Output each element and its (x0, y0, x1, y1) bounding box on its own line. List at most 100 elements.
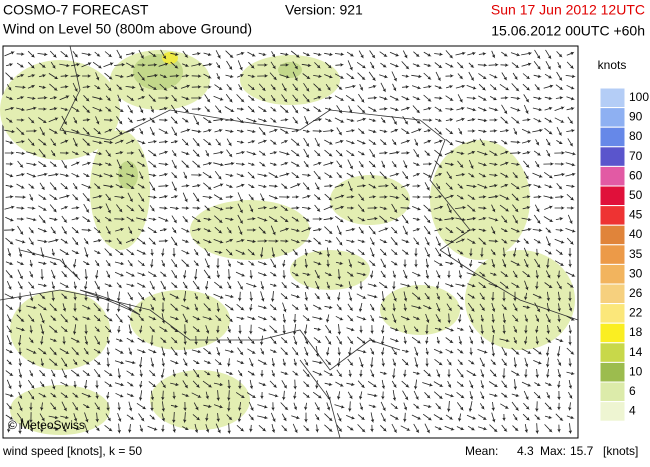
wind-arrow (114, 195, 125, 199)
wind-arrow (324, 74, 334, 79)
wind-arrow (27, 248, 36, 256)
wind-arrow (357, 249, 366, 256)
wind-arrow (567, 138, 574, 147)
wind-arrow (18, 423, 22, 435)
wind-arrow (555, 96, 564, 100)
wind-arrow (435, 247, 442, 258)
wind-arrow (117, 423, 121, 434)
wind-arrow (37, 283, 48, 288)
wind-arrow (324, 96, 333, 100)
wind-arrow (115, 151, 124, 155)
wind-arrow (18, 302, 22, 314)
version: Version: 921 (285, 2, 363, 18)
wind-arrow (161, 401, 165, 413)
wind-arrow (126, 95, 135, 101)
wind-arrow (546, 149, 551, 158)
wind-arrow (268, 239, 280, 243)
wind-arrow (521, 62, 532, 67)
wind-arrow (116, 84, 123, 91)
wind-arrow (568, 325, 572, 335)
wind-arrow (422, 382, 434, 387)
wind-arrow (268, 393, 279, 398)
wind-arrow (291, 216, 300, 222)
wind-arrow (126, 151, 135, 155)
wind-arrow (205, 413, 209, 422)
wind-arrow (257, 139, 268, 144)
wind-arrow (524, 292, 528, 301)
wind-arrow (326, 402, 331, 411)
wind-arrow (248, 194, 255, 201)
wind-arrow (358, 193, 365, 202)
wind-arrow (358, 128, 366, 135)
wind-arrow (191, 216, 202, 223)
wind-arrow (467, 238, 477, 244)
wind-arrow (511, 62, 520, 68)
wind-arrow (291, 415, 301, 420)
wind-arrow (293, 259, 297, 268)
wind-arrow (359, 369, 363, 378)
wind-arrow (412, 217, 421, 221)
wind-arrow (71, 217, 80, 221)
wind-arrow (381, 347, 385, 356)
wind-arrow (358, 302, 363, 313)
wind-arrow (139, 424, 143, 433)
wind-arrow (204, 258, 210, 269)
wind-arrow (313, 194, 322, 201)
legend-label: 40 (629, 227, 643, 241)
wind-arrow (469, 259, 473, 268)
wind-arrow (213, 293, 224, 299)
wind-arrow (238, 225, 243, 236)
wind-arrow (216, 258, 220, 269)
wind-arrow (126, 74, 135, 78)
wind-arrow (568, 402, 572, 412)
wind-arrow (38, 161, 47, 167)
wind-arrow (313, 237, 322, 245)
wind-arrow (5, 393, 15, 398)
wind-arrow (158, 150, 169, 155)
wind-arrow (401, 85, 410, 89)
wind-arrow (60, 107, 69, 111)
wind-arrow (104, 51, 113, 58)
wind-arrow (455, 140, 466, 145)
wind-arrow (370, 325, 374, 335)
wind-arrow (411, 128, 422, 134)
wind-arrow (336, 424, 343, 433)
wind-arrow (566, 96, 575, 101)
wind-arrow (478, 217, 487, 221)
wind-arrow (16, 118, 25, 122)
wind-arrow (434, 217, 443, 222)
wind-arrow (557, 369, 562, 379)
wind-arrow (346, 51, 355, 57)
wind-arrow (279, 151, 291, 156)
wind-arrow (148, 381, 157, 388)
wind-arrow (555, 217, 564, 221)
wind-arrow (281, 249, 289, 256)
wind-arrow (29, 259, 33, 268)
wind-arrow (249, 204, 254, 213)
wind-arrow (171, 94, 178, 102)
wind-arrow (18, 335, 22, 347)
wind-arrow (258, 424, 267, 432)
wind-arrow (334, 117, 345, 123)
wind-arrow (128, 401, 133, 412)
wind-arrow (270, 139, 277, 145)
wind-arrow (160, 368, 165, 379)
legend-label: 10 (629, 364, 643, 378)
wind-arrow (411, 414, 422, 420)
wind-arrow (16, 261, 25, 266)
wind-arrow (359, 391, 363, 401)
wind-arrow (224, 162, 235, 166)
wind-arrow (379, 239, 388, 244)
wind-arrow (26, 348, 37, 354)
wind-arrow (92, 194, 103, 199)
wind-arrow (280, 205, 289, 211)
wind-arrow (512, 303, 518, 312)
wind-arrow (259, 95, 267, 102)
wind-arrow (513, 127, 518, 136)
wind-arrow (238, 379, 242, 390)
wind-arrow (489, 73, 498, 79)
wind-arrow (468, 359, 475, 365)
wind-arrow (281, 83, 287, 92)
wind-arrow (17, 401, 23, 412)
wind-arrow (392, 358, 396, 367)
